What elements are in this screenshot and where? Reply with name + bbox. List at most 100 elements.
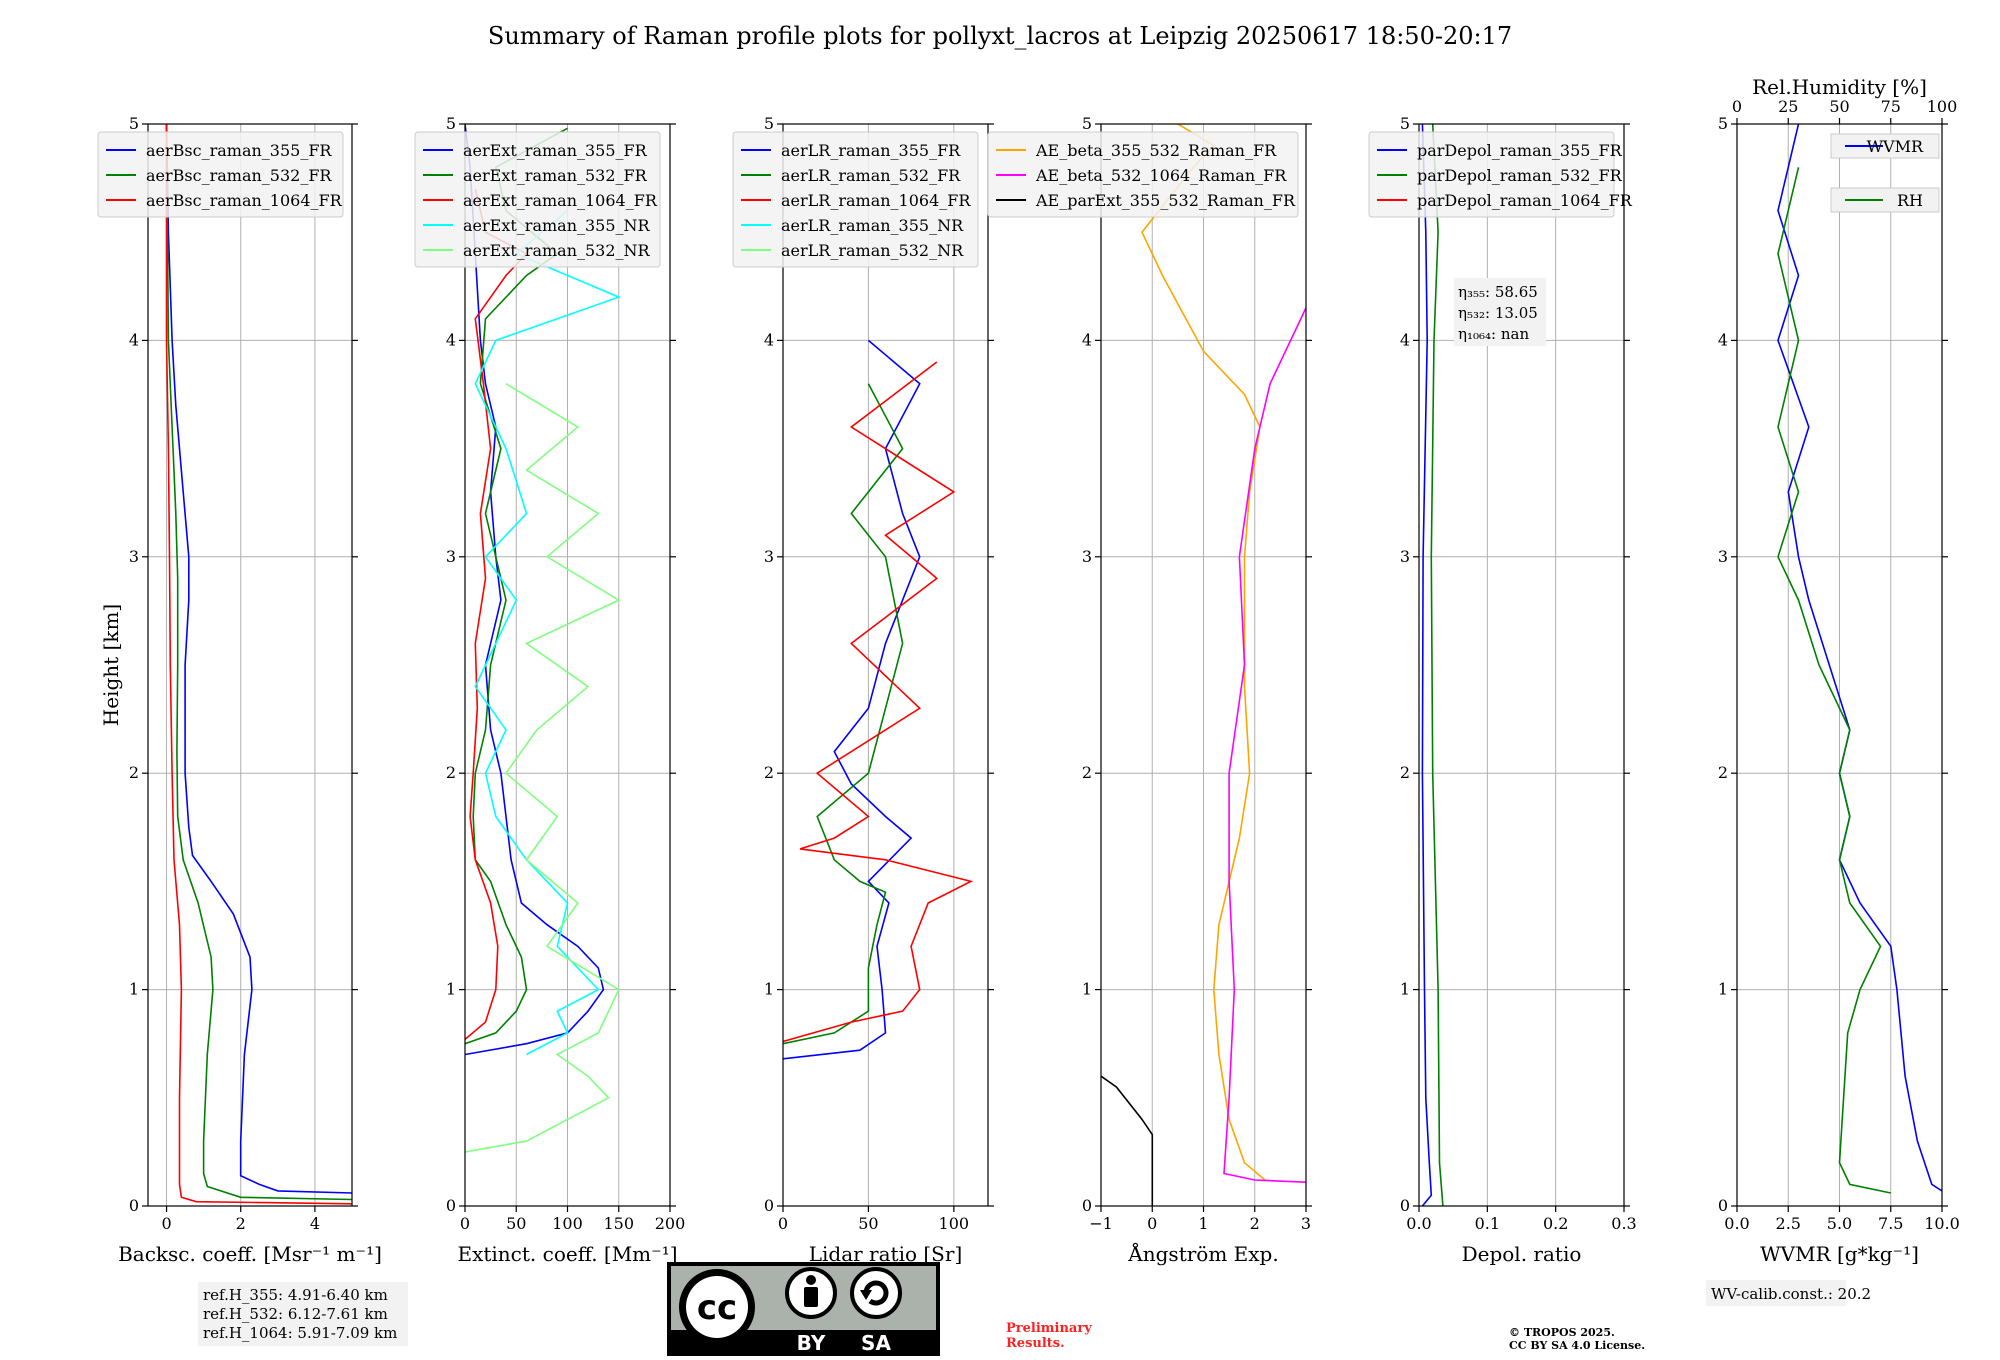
x-tick-label: 2 — [236, 1214, 246, 1233]
x-axis-label: WVMR [g*kg⁻¹] — [1760, 1242, 1919, 1266]
legend-box — [1368, 131, 1615, 218]
legend-label: aerLR_raman_355_NR — [781, 216, 964, 235]
top-x-tick-label: 75 — [1881, 97, 1901, 116]
legend-label: AE_parExt_355_532_Raman_FR — [1035, 191, 1296, 210]
y-tick-label: 2 — [446, 763, 456, 782]
x-tick-label: 1 — [1198, 1214, 1208, 1233]
x-tick-label: 0 — [161, 1214, 171, 1233]
ref-height-box: ref.H_355: 4.91-6.40 km ref.H_532: 6.12-… — [198, 1282, 408, 1346]
y-tick-label: 2 — [129, 763, 139, 782]
legend-label: aerExt_raman_532_FR — [463, 166, 648, 185]
cc-logo-text: cc — [697, 1288, 737, 1328]
legend-label: parDepol_raman_532_FR — [1417, 166, 1623, 185]
series-line-aerBsc_raman_355_FR — [165, 124, 352, 1194]
x-tick-label: −1 — [1089, 1214, 1113, 1233]
y-tick-label: 2 — [1400, 763, 1410, 782]
x-tick-label: 50 — [858, 1214, 878, 1233]
x-tick-label: 2 — [1250, 1214, 1260, 1233]
series-line-aerExt_raman_532_NR — [465, 383, 621, 1153]
legend-label: aerLR_raman_532_NR — [781, 241, 964, 260]
copyright-line-2: CC BY SA 4.0 License. — [1509, 1339, 1645, 1352]
x-tick-label: 50 — [506, 1214, 526, 1233]
plot-frame — [782, 123, 989, 1207]
y-tick-label: 3 — [129, 547, 139, 566]
y-tick-label: 4 — [764, 330, 774, 349]
y-tick-label: 0 — [1082, 1196, 1092, 1215]
legend-label: aerExt_raman_1064_FR — [463, 191, 658, 210]
series-line-aerBsc_raman_1064_FR — [165, 124, 352, 1205]
x-tick-label: 7.5 — [1878, 1214, 1903, 1233]
eta-box — [1454, 278, 1546, 346]
top-x-tick-label: 50 — [1829, 97, 1849, 116]
plot-frame — [147, 123, 353, 1207]
series-line-RH — [1777, 167, 1891, 1194]
ref-height-355: ref.H_355: 4.91-6.40 km — [203, 1286, 388, 1304]
preliminary-line-1: Preliminary — [1006, 1321, 1092, 1336]
series-line-aerLR_raman_532_FR — [783, 383, 904, 1045]
y-tick-label: 3 — [1082, 547, 1092, 566]
legend-label: aerExt_raman_355_NR — [463, 216, 651, 235]
y-tick-label: 0 — [1400, 1196, 1410, 1215]
y-tick-label: 4 — [1718, 330, 1728, 349]
eta-value: η₁₀₆₄: nan — [1458, 325, 1529, 343]
legend-label: AE_beta_532_1064_Raman_FR — [1035, 166, 1287, 185]
x-axis-label: Extinct. coeff. [Mm⁻¹] — [457, 1242, 677, 1266]
x-tick-label: 0.2 — [1543, 1214, 1568, 1233]
series-line-aerExt_raman_532_FR — [465, 127, 568, 1045]
legend-box — [732, 131, 979, 268]
legend-label: aerExt_raman_355_FR — [463, 141, 648, 160]
legend-label: aerLR_raman_532_FR — [781, 166, 961, 185]
series-line-AE_beta_532_1064_Raman_FR — [1223, 307, 1306, 1183]
panel-depolarization: 0 1 2 3 4 5 0.0 0.1 0.2 0.3 Depol. ratio parDepol_r… — [1368, 114, 1637, 1266]
series-line-parDepol_raman_532_FR — [1430, 124, 1444, 1206]
y-tick-label: 4 — [1082, 330, 1092, 349]
series-line-aerLR_raman_1064_FR — [783, 361, 974, 1043]
eta-value: η₅₃₂: 13.05 — [1458, 304, 1538, 322]
by-label: BY — [797, 1331, 826, 1355]
x-tick-label: 0 — [1147, 1214, 1157, 1233]
y-tick-label: 2 — [1718, 763, 1728, 782]
legend-label: AE_beta_355_532_Raman_FR — [1035, 141, 1277, 160]
legend-label: parDepol_raman_355_FR — [1417, 141, 1623, 160]
series-line-aerLR_raman_355_FR — [783, 339, 921, 1060]
series-line-aerExt_raman_355_NR — [474, 209, 622, 1056]
y-tick-label: 1 — [129, 980, 139, 999]
sa-icon — [850, 1267, 902, 1319]
wv-calib-const: WV-calib.const.: 20.2 — [1711, 1285, 1871, 1303]
x-tick-label: 100 — [939, 1214, 970, 1233]
x-axis-label: Backsc. coeff. [Msr⁻¹ m⁻¹] — [118, 1242, 382, 1266]
cc-by-sa-badge: cc BY SA — [667, 1262, 940, 1356]
panel-water_vapor: 0 1 2 3 4 5 0.0 2.5 5.0 7.5 10.0 WVMR [g*kg⁻¹] 0 25 50… — [1718, 75, 1960, 1266]
y-tick-label: 1 — [1718, 980, 1728, 999]
y-tick-label: 4 — [446, 330, 456, 349]
top-x-tick-label: 100 — [1927, 97, 1958, 116]
y-tick-label: 3 — [764, 547, 774, 566]
x-tick-label: 100 — [552, 1214, 583, 1233]
legend-label: aerBsc_raman_1064_FR — [146, 191, 343, 210]
y-tick-label: 5 — [446, 114, 456, 133]
top-x-tick-label: 25 — [1778, 97, 1798, 116]
x-axis-label: Depol. ratio — [1462, 1242, 1582, 1266]
x-tick-label: 0.0 — [1406, 1214, 1431, 1233]
wv-calib-box: WV-calib.const.: 20.2 — [1706, 1280, 1871, 1306]
series-line-parDepol_raman_355_FR — [1421, 124, 1433, 1206]
legend-box — [987, 131, 1299, 218]
ref-height-1064: ref.H_1064: 5.91-7.09 km — [203, 1324, 397, 1342]
x-tick-label: 0 — [460, 1214, 470, 1233]
y-tick-label: 5 — [1400, 114, 1410, 133]
legend-label: aerLR_raman_355_FR — [781, 141, 961, 160]
top-x-tick-label: 0 — [1732, 97, 1742, 116]
legend-label: aerBsc_raman_532_FR — [146, 166, 332, 185]
legend-box — [414, 131, 661, 268]
series-line-aerExt_raman_355_FR — [465, 124, 605, 1056]
y-tick-label: 0 — [129, 1196, 139, 1215]
y-tick-label: 1 — [446, 980, 456, 999]
preliminary-line-2: Results. — [1006, 1336, 1065, 1351]
panel-backscatter: 0 1 2 3 4 5 0 2 4 Backsc. coeff. [Msr⁻¹ m⁻¹] aerBs… — [97, 114, 382, 1266]
y-tick-label: 3 — [1400, 547, 1410, 566]
legend-label: WVMR — [1867, 137, 1924, 156]
top-x-axis-label: Rel.Humidity [%] — [1752, 75, 1927, 99]
